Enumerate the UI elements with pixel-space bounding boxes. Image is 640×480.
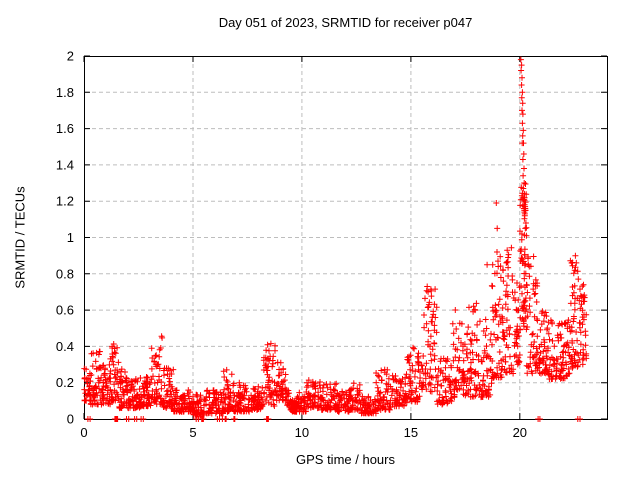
y-tick-label: 0 — [67, 412, 74, 427]
scatter-points — [81, 56, 590, 422]
y-axis-label: SRMTID / TECUs — [12, 186, 28, 289]
x-tick-label: 5 — [189, 425, 196, 440]
y-tick-label: 0.2 — [56, 375, 74, 390]
y-tick-label: 0.8 — [56, 266, 74, 281]
x-tick-label: 15 — [404, 425, 418, 440]
y-tick-label: 0.6 — [56, 303, 74, 318]
x-tick-label: 20 — [513, 425, 527, 440]
y-tick-label: 0.4 — [56, 339, 74, 354]
x-axis-label: GPS time / hours — [296, 452, 395, 467]
grid-lines — [85, 57, 606, 418]
y-tick-label: 1 — [67, 230, 74, 245]
x-tick-label: 0 — [80, 425, 87, 440]
y-tick-label: 1.8 — [56, 85, 74, 100]
y-tick-label: 2 — [67, 49, 74, 64]
y-tick-label: 1.2 — [56, 194, 74, 209]
y-tick-label: 1.4 — [56, 157, 74, 172]
chart-title: Day 051 of 2023, SRMTID for receiver p04… — [218, 15, 473, 30]
x-tick-label: 10 — [295, 425, 309, 440]
y-tick-label: 1.6 — [56, 121, 74, 136]
